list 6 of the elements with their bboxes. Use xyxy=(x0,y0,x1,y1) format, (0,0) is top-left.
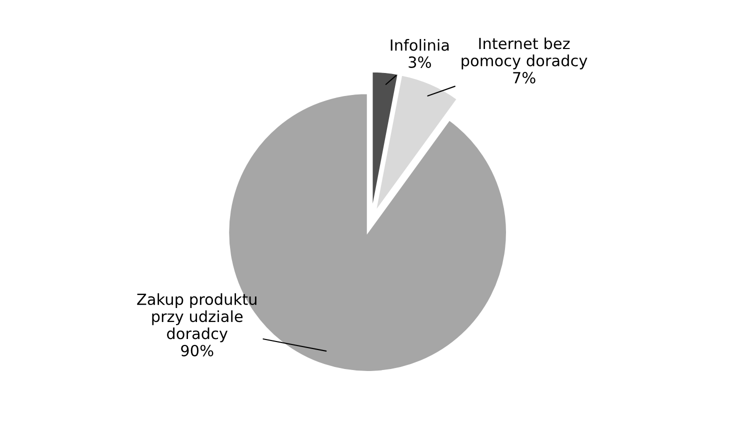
slice-label: Infolinia xyxy=(390,39,449,51)
slice-label: Zakup produktu przy udziale doradcy xyxy=(137,293,256,342)
data-label: 3% xyxy=(408,56,431,68)
slice-label: Internet bez pomocy doradcy xyxy=(462,37,588,70)
data-label: 7% xyxy=(513,72,536,84)
data-label: 90% xyxy=(181,344,214,356)
